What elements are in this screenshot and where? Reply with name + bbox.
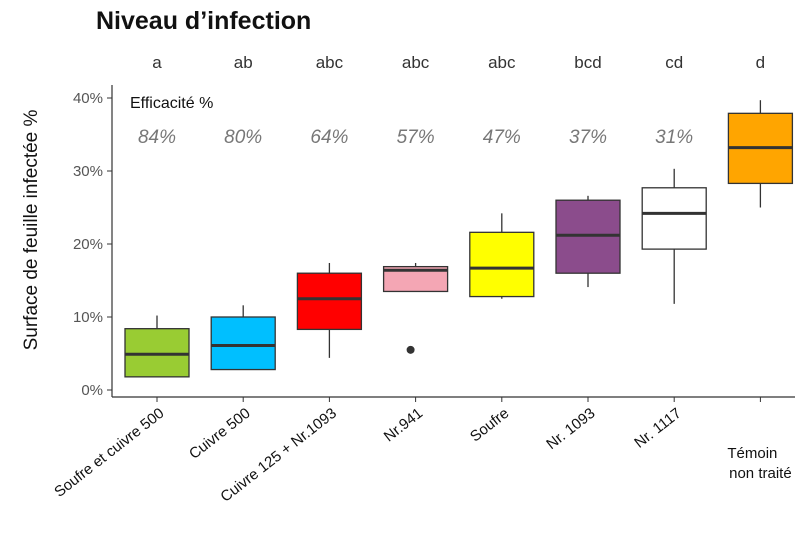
significance-letter: abc: [316, 53, 344, 72]
box-marks: [124, 100, 794, 402]
box-3: [296, 262, 363, 402]
efficacy-value: 31%: [655, 127, 693, 148]
category-label-line: Témoin: [727, 445, 777, 462]
efficacy-value: 84%: [138, 127, 176, 148]
efficacy-value: 64%: [310, 127, 348, 148]
y-tick-label: 10%: [73, 309, 103, 326]
box-6: [555, 195, 621, 402]
significance-letter: abc: [402, 53, 430, 72]
category-label-line: non traité: [729, 465, 792, 482]
significance-letter: cd: [665, 53, 683, 72]
efficacy-value: 80%: [224, 127, 262, 148]
box-4: [382, 262, 449, 402]
efficacy-values: 84% 80% 64% 57% 47% 37% 31%: [138, 127, 693, 148]
category-label: Cuivre 500: [186, 405, 254, 463]
box-1: [124, 315, 190, 402]
efficacy-value: 37%: [569, 127, 607, 148]
category-label: Nr.941: [381, 405, 426, 446]
y-axis-ticks: 0% 10% 20% 30% 40%: [73, 90, 112, 399]
category-label: Nr. 1093: [543, 405, 598, 453]
box-2: [210, 305, 276, 402]
significance-letter: abc: [488, 53, 516, 72]
box-8: [727, 100, 794, 402]
category-label: Soufre et cuivre 500: [51, 405, 167, 501]
significance-letters: a ab abc abc abc bcd cd d: [152, 53, 765, 72]
y-tick-label: 40%: [73, 90, 103, 107]
box-body: [210, 316, 276, 371]
outlier-point: [406, 345, 415, 354]
y-tick-label: 20%: [73, 236, 103, 253]
significance-letter: a: [152, 53, 162, 72]
efficacy-label: Efficacité %: [130, 95, 213, 112]
box-body: [296, 272, 363, 331]
box-7: [641, 168, 707, 402]
significance-letter: d: [756, 53, 765, 72]
y-tick-label: 0%: [81, 382, 103, 399]
category-label: Soufre: [467, 405, 512, 446]
category-label: Témoin non traité: [727, 445, 791, 482]
box-body: [641, 187, 707, 250]
category-label: Nr. 1117: [631, 405, 684, 452]
y-tick-label: 30%: [73, 163, 103, 180]
efficacy-value: 57%: [397, 127, 435, 148]
efficacy-value: 47%: [483, 127, 521, 148]
significance-letter: bcd: [574, 53, 601, 72]
y-axis-label: Surface de feuille infectée %: [21, 109, 42, 350]
box-body: [469, 231, 535, 298]
axes: [111, 85, 795, 398]
significance-letter: ab: [234, 53, 253, 72]
box-5: [469, 213, 535, 402]
chart-title: Niveau d’infection: [96, 7, 311, 35]
